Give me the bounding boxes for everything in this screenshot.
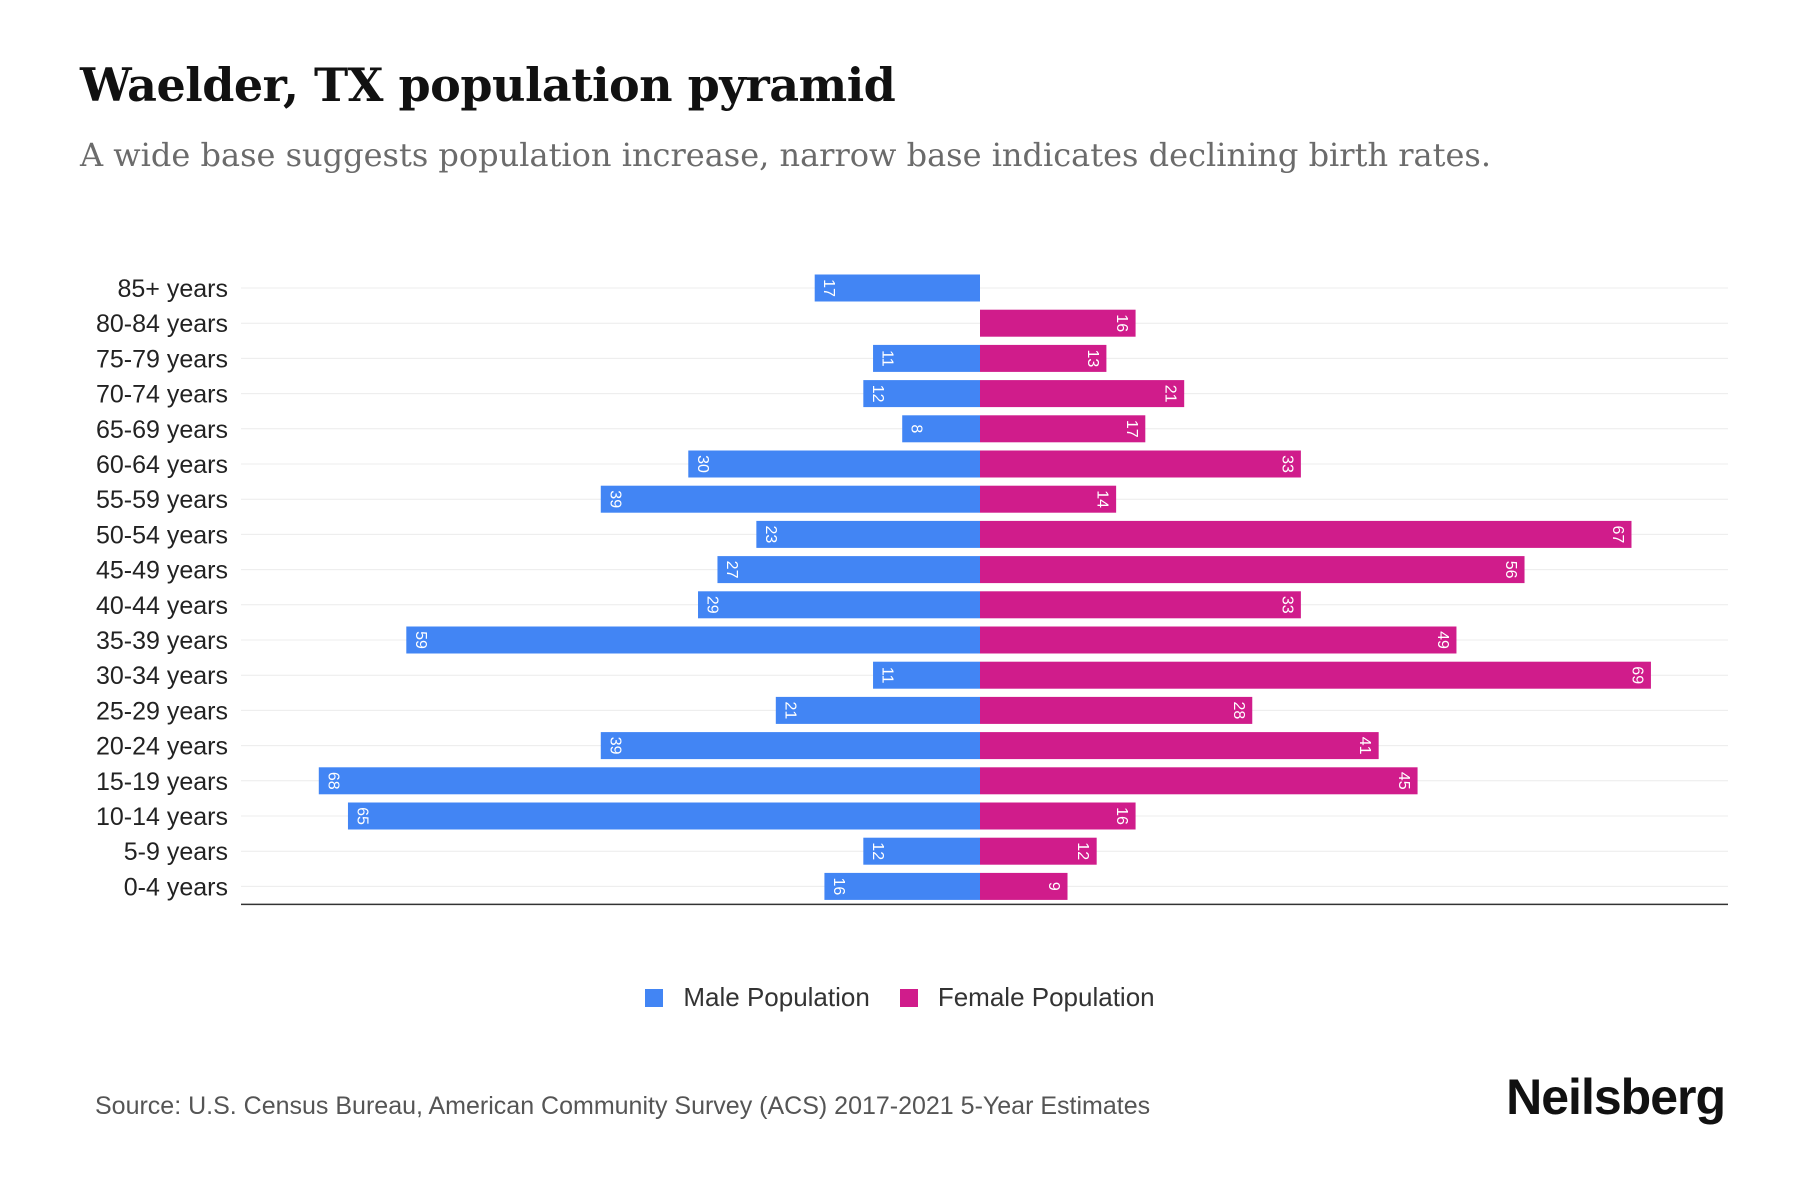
female-value-label: 56 [1502, 561, 1519, 579]
female-bar [980, 380, 1185, 408]
female-value-label: 33 [1278, 596, 1295, 614]
male-bar [698, 591, 980, 619]
female-bar [980, 450, 1301, 478]
legend-swatch-female [899, 988, 918, 1007]
female-value-label: 14 [1094, 490, 1111, 508]
category-label: 75-79 years [96, 345, 228, 373]
female-value-label: 21 [1162, 385, 1179, 403]
category-label: 15-19 years [96, 768, 228, 796]
male-bar [600, 732, 980, 760]
chart-title: Waelder, TX population pyramid [80, 58, 896, 112]
male-value-label: 12 [869, 842, 886, 860]
chart-legend: Male Population Female Population [0, 982, 1800, 1013]
category-label: 85+ years [118, 275, 229, 303]
category-label: 20-24 years [96, 733, 228, 761]
female-bar [980, 872, 1068, 900]
female-bar [980, 344, 1107, 372]
category-label: 40-44 years [96, 592, 228, 620]
female-value-label: 45 [1395, 772, 1412, 790]
male-bar [814, 274, 980, 302]
category-label: 45-49 years [96, 557, 228, 585]
chart-subtitle: A wide base suggests population increase… [80, 136, 1491, 174]
female-bar [980, 802, 1136, 830]
male-bar [600, 485, 980, 513]
male-value-label: 68 [324, 772, 341, 790]
category-label: 25-29 years [96, 697, 228, 725]
female-value-label: 49 [1434, 631, 1451, 649]
male-value-label: 12 [869, 385, 886, 403]
category-label: 30-34 years [96, 662, 228, 690]
male-bar [863, 380, 980, 408]
female-value-label: 13 [1084, 350, 1101, 368]
male-value-label: 29 [704, 596, 721, 614]
category-label: 50-54 years [96, 521, 228, 549]
source-note: Source: U.S. Census Bureau, American Com… [95, 1092, 1151, 1120]
category-label: 65-69 years [96, 416, 228, 444]
male-bar [688, 450, 980, 478]
category-label: 0-4 years [124, 873, 228, 901]
female-value-label: 69 [1628, 666, 1645, 684]
male-value-label: 39 [606, 737, 623, 755]
female-value-label: 41 [1356, 737, 1373, 755]
male-bar [318, 767, 981, 795]
female-bar [980, 696, 1253, 724]
category-label: 60-64 years [96, 451, 228, 479]
female-bar [980, 485, 1117, 513]
female-bar [980, 661, 1651, 689]
female-value-label: 16 [1113, 807, 1130, 825]
male-bar [873, 344, 980, 372]
female-bar [980, 309, 1136, 337]
male-bar [824, 872, 980, 900]
female-value-label: 67 [1609, 526, 1626, 544]
female-value-label: 9 [1045, 882, 1062, 891]
male-bar [873, 661, 980, 689]
category-label: 35-39 years [96, 627, 228, 655]
male-value-label: 8 [908, 424, 925, 433]
category-label: 10-14 years [96, 803, 228, 831]
female-value-label: 16 [1113, 314, 1130, 332]
female-bar [980, 415, 1146, 443]
female-bar [980, 732, 1379, 760]
male-value-label: 21 [781, 702, 798, 720]
female-value-label: 28 [1230, 702, 1247, 720]
male-bar [902, 415, 980, 443]
male-value-label: 17 [820, 279, 837, 297]
male-value-label: 27 [723, 561, 740, 579]
population-pyramid-chart: 85+ years 80-84 years 75-79 years 70-74 yea… [96, 274, 1728, 906]
male-value-label: 30 [694, 455, 711, 473]
female-bar [980, 556, 1525, 584]
female-bar [980, 626, 1457, 654]
female-bar [980, 767, 1418, 795]
male-bar [717, 556, 980, 584]
male-value-label: 23 [762, 526, 779, 544]
legend-swatch-male [645, 988, 664, 1007]
category-label: 5-9 years [124, 838, 228, 866]
legend-label-male: Male Population [683, 982, 870, 1012]
female-value-label: 12 [1074, 842, 1091, 860]
male-bar [756, 520, 980, 548]
category-label: 55-59 years [96, 486, 228, 514]
female-bar [980, 837, 1097, 865]
female-value-label: 33 [1278, 455, 1295, 473]
male-value-label: 16 [830, 878, 847, 896]
male-value-label: 59 [412, 631, 429, 649]
female-value-label: 17 [1123, 420, 1140, 438]
female-bar [980, 520, 1632, 548]
brand-logo: Neilsberg [1506, 1069, 1726, 1125]
male-bar [347, 802, 980, 830]
male-value-label: 65 [353, 807, 370, 825]
male-bar [406, 626, 981, 654]
female-bar [980, 591, 1301, 619]
legend-item-male[interactable]: Male Population [645, 982, 870, 1013]
male-value-label: 11 [879, 350, 896, 367]
legend-label-female: Female Population [937, 982, 1155, 1012]
male-bar [775, 696, 980, 724]
male-value-label: 11 [879, 667, 896, 684]
category-label: 80-84 years [96, 310, 228, 338]
male-value-label: 39 [606, 490, 623, 508]
male-bar [863, 837, 980, 865]
legend-item-female[interactable]: Female Population [899, 982, 1155, 1013]
category-label: 70-74 years [96, 381, 228, 409]
